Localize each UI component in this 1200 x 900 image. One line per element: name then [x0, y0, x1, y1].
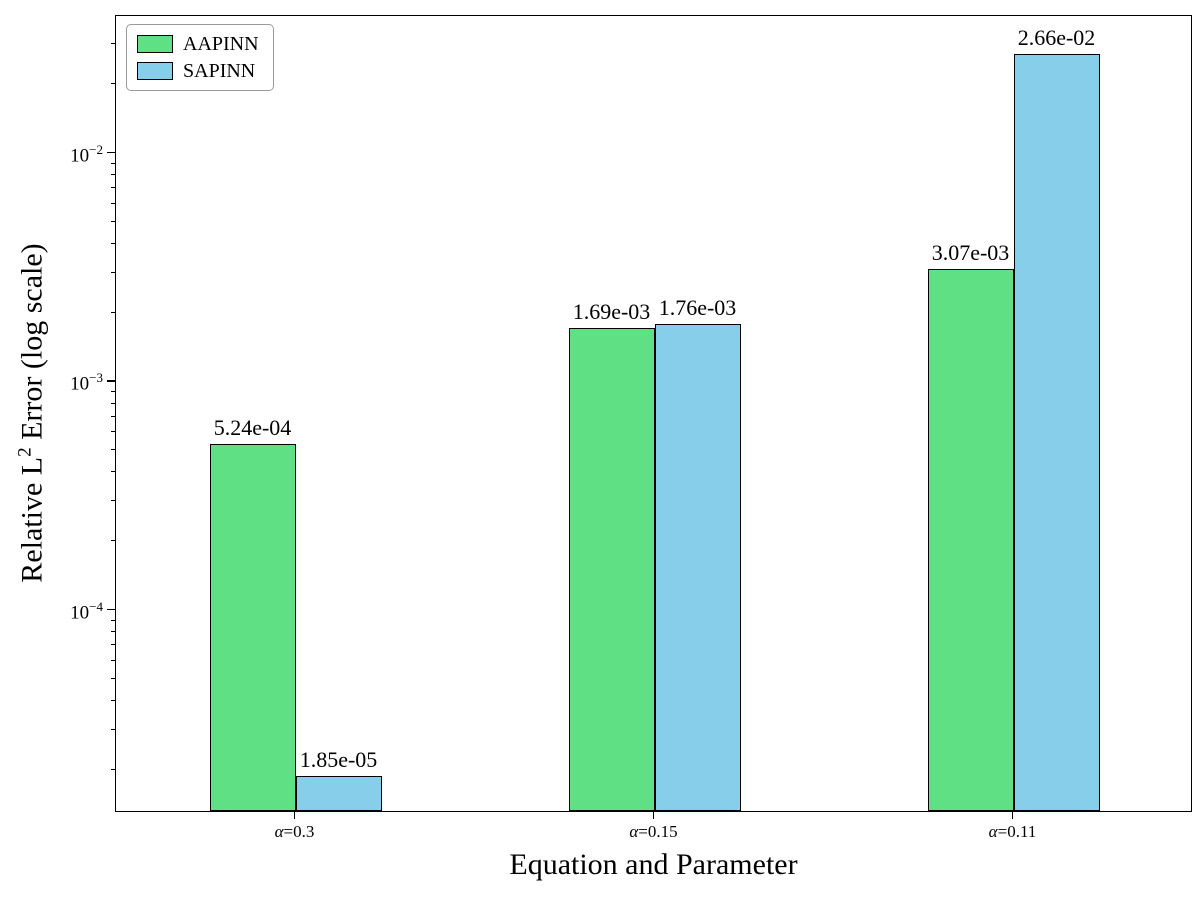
y-minor-tick: [110, 449, 115, 451]
bar-aapinn-α=0.15: [568, 328, 655, 811]
legend-label: SAPINN: [183, 60, 256, 82]
legend-item-sapinn: SAPINN: [137, 61, 259, 81]
y-minor-tick: [110, 43, 115, 45]
bar-value-label: 3.07e-03: [931, 239, 1010, 265]
y-minor-tick: [110, 644, 115, 646]
y-axis-label-superscript: 2: [14, 447, 36, 457]
x-tick-label: α=0.15: [629, 822, 678, 841]
y-axis-label: Relative L2 Error (log scale): [15, 243, 50, 582]
bar-value-label: 5.24e-04: [213, 415, 292, 441]
y-minor-tick: [110, 402, 115, 404]
x-tick: [652, 812, 655, 819]
bar-sapinn-α=0.3: [295, 776, 382, 811]
legend-swatch-aapinn: [137, 35, 173, 53]
y-major-tick: [107, 380, 115, 382]
y-minor-tick: [110, 768, 115, 770]
y-minor-tick: [110, 699, 115, 701]
y-axis-label-prefix: Relative L: [15, 456, 49, 583]
bar-value-label: 1.85e-05: [299, 747, 378, 772]
y-tick-label: 10−2: [70, 141, 103, 166]
bar-value-label: 1.76e-03: [658, 294, 737, 320]
y-minor-tick: [110, 83, 115, 85]
x-tick-label: α=0.11: [988, 822, 1037, 841]
bar-value-label: 2.66e-02: [1017, 25, 1096, 51]
y-minor-tick: [110, 431, 115, 433]
y-tick-label: 10−3: [70, 370, 103, 395]
y-minor-tick: [110, 619, 115, 621]
y-minor-tick: [110, 242, 115, 244]
y-major-tick: [107, 151, 115, 154]
y-minor-tick: [110, 202, 115, 204]
bar-value-label: 1.69e-03: [572, 299, 651, 324]
y-minor-tick: [110, 500, 115, 502]
bar-aapinn-α=0.3: [209, 444, 296, 811]
bar-aapinn-α=0.11: [927, 268, 1014, 811]
y-minor-tick: [110, 162, 115, 164]
y-minor-tick: [110, 391, 115, 392]
legend: AAPINN SAPINN: [126, 24, 274, 91]
plot-area: AAPINN SAPINN 5.24e-04 1.69e-03 3.07e-03 1.8…: [115, 15, 1192, 812]
y-minor-tick: [110, 174, 115, 176]
y-minor-tick: [110, 415, 115, 417]
y-minor-tick: [110, 728, 115, 730]
x-tick: [293, 812, 296, 819]
x-axis-label: Equation and Parameter: [509, 848, 798, 881]
legend-swatch-sapinn: [137, 62, 173, 80]
y-minor-tick: [110, 311, 115, 313]
y-minor-tick: [110, 677, 115, 679]
x-tick: [1011, 812, 1014, 819]
bar-sapinn-α=0.11: [1013, 54, 1100, 811]
y-minor-tick: [110, 220, 115, 222]
legend-label: AAPINN: [183, 33, 259, 55]
y-minor-tick: [110, 631, 115, 633]
legend-item-aapinn: AAPINN: [137, 34, 259, 54]
y-minor-tick: [110, 187, 115, 189]
y-minor-tick: [110, 271, 115, 273]
y-major-tick: [107, 608, 115, 611]
x-tick-label: α=0.3: [274, 822, 315, 841]
y-minor-tick: [110, 540, 115, 542]
y-axis-label-suffix: Error (log scale): [15, 243, 49, 448]
y-minor-tick: [110, 659, 115, 661]
y-minor-tick: [110, 471, 115, 473]
y-tick-label: 10−4: [70, 598, 103, 623]
bar-sapinn-α=0.15: [654, 323, 741, 811]
